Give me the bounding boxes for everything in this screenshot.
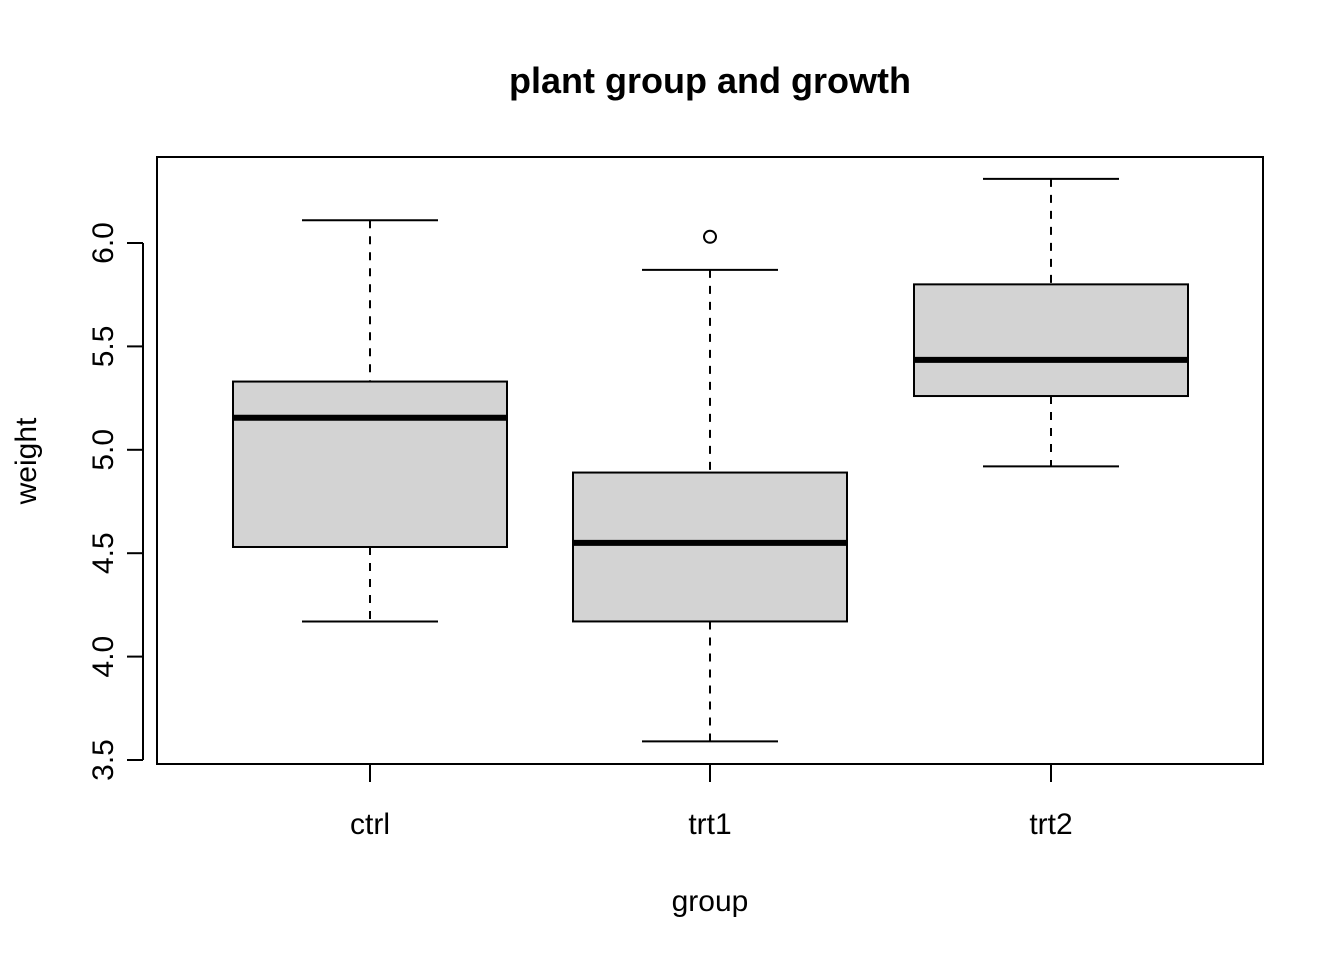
box-trt1 bbox=[572, 229, 848, 743]
x-axis: ctrl trt1 trt2 bbox=[350, 763, 1073, 841]
box-trt2 bbox=[913, 177, 1189, 468]
box-iqr bbox=[232, 380, 508, 548]
x-tick-label: trt2 bbox=[1029, 808, 1072, 841]
y-tick-label: 4.5 bbox=[87, 532, 120, 574]
box-series bbox=[232, 177, 1189, 743]
y-tick-label: 3.5 bbox=[87, 739, 120, 781]
x-tick-label: trt1 bbox=[688, 808, 731, 841]
box-iqr bbox=[913, 283, 1189, 398]
y-tick-label: 4.0 bbox=[87, 636, 120, 678]
x-axis-label: group bbox=[672, 885, 749, 918]
chart-title: plant group and growth bbox=[509, 60, 911, 101]
box-iqr bbox=[572, 471, 848, 623]
y-tick-label: 5.5 bbox=[87, 326, 120, 368]
y-axis: 3.5 4.0 4.5 5.0 5.5 6.0 bbox=[87, 222, 144, 781]
outlier-point bbox=[703, 229, 717, 244]
y-tick-label: 6.0 bbox=[87, 222, 120, 264]
box-ctrl bbox=[232, 219, 508, 623]
x-tick-label: ctrl bbox=[350, 808, 390, 841]
y-tick-label: 5.0 bbox=[87, 429, 120, 471]
y-axis-label: weight bbox=[10, 417, 43, 505]
